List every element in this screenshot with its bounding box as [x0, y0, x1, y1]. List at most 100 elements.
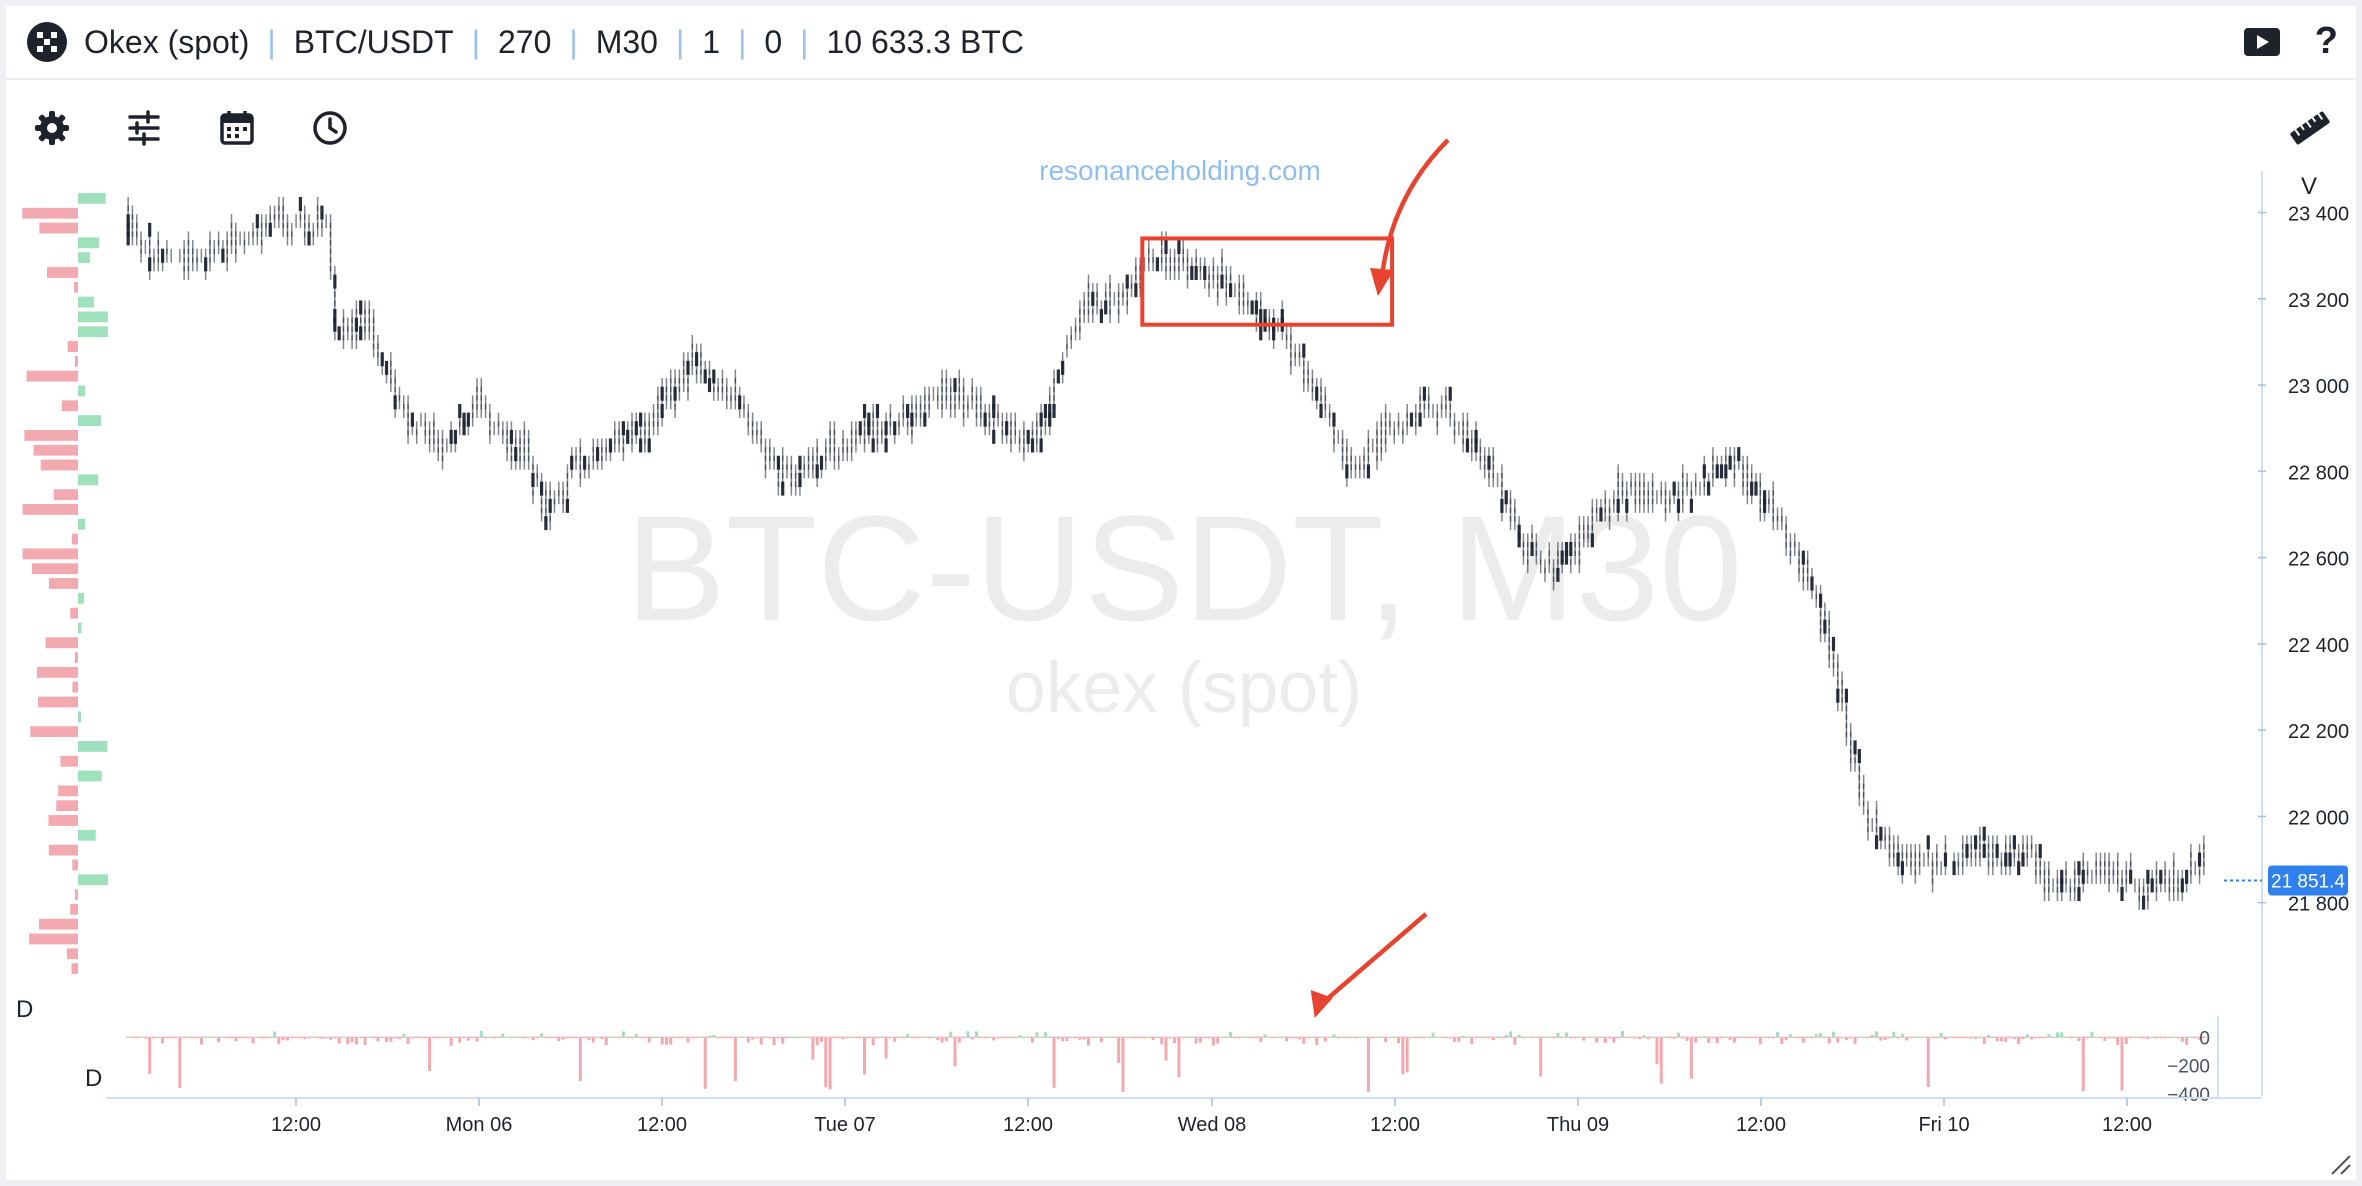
delta-bar-negative [1207, 1037, 1211, 1039]
video-play-icon[interactable] [2243, 27, 2281, 57]
profile-bar-sell [40, 459, 78, 471]
delta-bar-negative [1982, 1037, 1986, 1045]
exchange-selector[interactable]: Okex (spot) [84, 23, 250, 60]
profile-bar-sell [72, 859, 78, 871]
bars-count[interactable]: 270 [498, 23, 552, 60]
profile-bar-sell [46, 267, 78, 278]
delta-bar-negative [1595, 1037, 1599, 1043]
delta-bar-positive [906, 1033, 910, 1038]
curved-arrow [1379, 138, 1450, 277]
delta-bar-positive [1823, 1037, 1827, 1039]
delta-bar-negative [535, 1037, 539, 1039]
delta-bar-positive [1349, 1036, 1353, 1038]
delta-bar-negative [716, 1037, 720, 1039]
delta-bar-negative [1784, 1037, 1788, 1041]
delta-bar-positive [1806, 1037, 1810, 1039]
ruler-icon[interactable] [2288, 106, 2332, 150]
delta-bar-negative [561, 1037, 565, 1040]
sliders-icon[interactable] [122, 106, 166, 150]
delta-bar-negative [1926, 1037, 1930, 1088]
delta-bar-negative [1715, 1037, 1719, 1044]
delta-bar-negative [1453, 1037, 1457, 1043]
delta-bar-negative [2098, 1037, 2102, 1039]
delta-bar-positive [221, 1036, 225, 1038]
chart-area[interactable]: BTC-USDT, M30 okex (spot) resonanceholdi… [6, 6, 2356, 1180]
delta-bar-positive [1435, 1036, 1439, 1038]
price-axis: 23 400 23 200 23 000 22 800 22 600 22 400 22 2… [2224, 171, 2349, 1096]
delta-bar-negative [2008, 1037, 2012, 1039]
delta-bar-negative [578, 1037, 582, 1082]
delta-histogram: 0 −200 −400 [126, 1016, 2219, 1106]
delta-bar-positive [656, 1036, 660, 1038]
delta-bar-positive [1190, 1036, 1194, 1038]
delta-bar-positive [1229, 1031, 1233, 1038]
delta-bar-negative [1164, 1037, 1168, 1061]
delta-bar-negative [1074, 1037, 1078, 1039]
time-tick-label: Thu 09 [1547, 1114, 1609, 1136]
delta-bar-negative [893, 1037, 897, 1042]
delta-bar-negative [759, 1037, 763, 1045]
resize-handle-icon[interactable] [2328, 1152, 2352, 1176]
profile-bar-buy [78, 741, 108, 752]
delta-bar-negative [1302, 1037, 1306, 1044]
delta-bar-negative [1500, 1037, 1504, 1039]
delta-bar-positive [763, 1036, 768, 1038]
delta-bar-positive [1440, 1036, 1444, 1038]
delta-bar-positive [2090, 1031, 2094, 1038]
delta-bar-negative [1952, 1037, 1956, 1039]
delta-bar-negative [841, 1037, 845, 1040]
delta-bar-positive [621, 1031, 625, 1038]
delta-bar-positive [1599, 1037, 1603, 1039]
delta-bar-negative [161, 1037, 165, 1044]
delta-bar-negative [1633, 1037, 1637, 1039]
profile-bar-sell [22, 207, 78, 219]
delta-bar-positive [1978, 1037, 1982, 1039]
delta-bar-negative [875, 1037, 879, 1039]
symbol-selector[interactable]: BTC/USDT [293, 23, 454, 60]
delta-bar-negative [389, 1037, 393, 1042]
delta-bar-negative [1711, 1037, 1715, 1039]
delta-bar-negative [1487, 1037, 1491, 1039]
delta-bar-positive [1819, 1032, 1823, 1038]
delta-bar-negative [824, 1037, 828, 1088]
help-button[interactable]: ? [2314, 20, 2338, 62]
delta-bar-negative [751, 1037, 755, 1040]
delta-bar-negative [2012, 1037, 2016, 1040]
delta-bar-positive [1788, 1034, 1792, 1038]
delta-bar-positive [130, 1037, 134, 1039]
profile-bar-sell [60, 755, 78, 767]
delta-bar-negative [441, 1037, 445, 1039]
price-tick-label: 22 200 [2288, 721, 2349, 743]
delta-bar-positive [1280, 1037, 1284, 1039]
delta-bar-positive [1526, 1036, 1530, 1038]
delta-bar-positive [1035, 1032, 1039, 1038]
delta-bar-positive [1022, 1037, 1026, 1039]
delta-bar-positive [1698, 1036, 1702, 1038]
delta-bar-negative [1625, 1037, 1629, 1039]
profile-bar-sell [75, 652, 78, 663]
delta-bar-negative [1603, 1037, 1607, 1043]
timeframe-selector[interactable]: M30 [595, 23, 658, 60]
delta-bar-positive [273, 1031, 277, 1038]
param-one[interactable]: 1 [702, 23, 721, 60]
price-tick-label: 22 400 [2288, 635, 2349, 657]
param-two[interactable]: 0 [764, 23, 783, 60]
delta-bar-negative [733, 1037, 737, 1082]
delta-bar-positive [186, 1036, 190, 1038]
gear-icon[interactable] [30, 106, 74, 150]
delta-bar-negative [217, 1037, 221, 1043]
delta-bar-negative [2116, 1037, 2120, 1046]
delta-bar-negative [664, 1037, 668, 1045]
delta-bar-negative [1177, 1037, 1181, 1078]
calendar-icon[interactable] [215, 106, 259, 150]
delta-bar-negative [1061, 1037, 1065, 1042]
delta-bar-positive [1629, 1036, 1633, 1038]
delta-bar-negative [962, 1037, 966, 1039]
clock-icon[interactable] [308, 106, 352, 150]
delta-bar-positive [880, 1036, 884, 1038]
delta-bar-negative [845, 1037, 849, 1039]
delta-bar-negative [2124, 1037, 2128, 1045]
delta-bar-negative [1099, 1037, 1103, 1043]
delta-bar-positive [1431, 1032, 1435, 1038]
delta-bar-negative [957, 1037, 961, 1043]
